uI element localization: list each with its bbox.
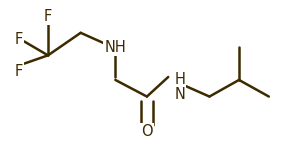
- Text: O: O: [141, 124, 153, 140]
- Text: NH: NH: [104, 40, 126, 55]
- Text: F: F: [14, 32, 23, 47]
- Text: F: F: [44, 9, 52, 24]
- Text: H: H: [174, 72, 185, 87]
- Text: F: F: [14, 64, 23, 79]
- Text: N: N: [174, 87, 185, 102]
